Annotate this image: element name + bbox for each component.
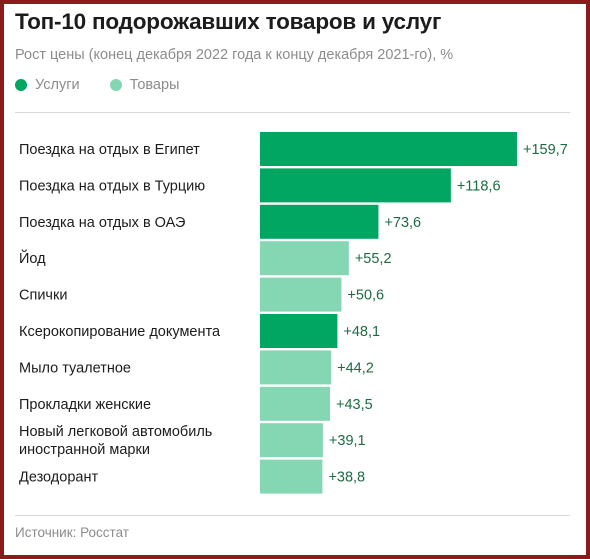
- bar: [260, 459, 323, 494]
- legend: Услуги Товары: [15, 77, 209, 93]
- category-label: Прокладки женские: [19, 397, 151, 413]
- category-label: иностранной марки: [19, 442, 150, 458]
- category-label: Спички: [19, 288, 67, 304]
- value-label: +39,1: [329, 433, 366, 449]
- bar: [260, 204, 379, 239]
- category-label: Поездка на отдых в Турцию: [19, 178, 205, 194]
- legend-swatch-services: [15, 79, 27, 91]
- bar: [260, 241, 349, 276]
- value-label: +43,5: [336, 397, 373, 413]
- bar: [260, 386, 331, 421]
- bar: [260, 350, 332, 385]
- chart-subtitle: Рост цены (конец декабря 2022 года к кон…: [15, 47, 454, 63]
- bar: [260, 423, 323, 458]
- category-label: Дезодорант: [19, 470, 98, 486]
- value-label: +73,6: [384, 215, 421, 231]
- category-label: Йод: [19, 249, 46, 267]
- bar: [260, 314, 338, 348]
- value-label: +159,7: [523, 142, 568, 158]
- bottom-divider: [15, 515, 570, 516]
- category-label: Новый легковой автомобиль: [19, 424, 212, 440]
- bar: [260, 277, 342, 312]
- legend-swatch-goods: [109, 79, 122, 91]
- bar: [260, 132, 517, 166]
- value-label: +118,6: [457, 178, 501, 194]
- legend-item-services: Услуги: [15, 77, 80, 93]
- legend-label-goods: Товары: [129, 77, 180, 93]
- bar: [260, 168, 451, 203]
- source-note: Источник: Росстат: [15, 525, 129, 540]
- category-label: Ксерокопирование документа: [19, 324, 221, 340]
- value-label: +38,8: [328, 470, 365, 486]
- category-label: Поездка на отдых в Египет: [19, 142, 200, 158]
- value-label: +55,2: [355, 251, 392, 267]
- legend-item-goods: Товары: [109, 77, 180, 93]
- value-label: +44,2: [337, 360, 374, 376]
- legend-label-services: Услуги: [35, 77, 80, 93]
- top-divider: [15, 112, 570, 113]
- category-label: Мыло туалетное: [19, 360, 131, 376]
- value-label: +50,6: [347, 288, 384, 304]
- value-label: +48,1: [343, 324, 380, 340]
- category-label: Поездка на отдых в ОАЭ: [19, 215, 185, 231]
- chart-title: Топ-10 подорожавших товаров и услуг: [15, 9, 442, 34]
